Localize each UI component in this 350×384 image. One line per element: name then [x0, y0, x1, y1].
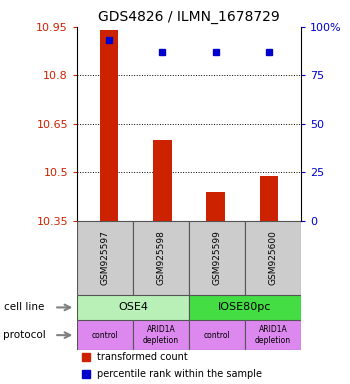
Bar: [100, 30, 118, 221]
Text: percentile rank within the sample: percentile rank within the sample: [97, 369, 262, 379]
Bar: [245, 320, 301, 350]
Bar: [133, 221, 189, 295]
Text: transformed count: transformed count: [97, 352, 188, 362]
Bar: [189, 295, 301, 320]
Text: IOSE80pc: IOSE80pc: [218, 303, 272, 313]
Text: GSM925598: GSM925598: [156, 230, 166, 285]
Bar: [77, 221, 133, 295]
Text: cell line: cell line: [4, 303, 44, 313]
Text: OSE4: OSE4: [118, 303, 148, 313]
Bar: [189, 320, 245, 350]
Bar: [153, 140, 172, 221]
Text: ARID1A
depletion: ARID1A depletion: [143, 325, 179, 345]
Bar: [189, 221, 245, 295]
Text: GSM925600: GSM925600: [268, 230, 278, 285]
Text: GSM925599: GSM925599: [212, 230, 222, 285]
Bar: [206, 192, 225, 221]
Bar: [260, 175, 278, 221]
Bar: [77, 320, 133, 350]
Text: GSM925597: GSM925597: [100, 230, 110, 285]
Bar: [133, 320, 189, 350]
Text: control: control: [204, 331, 230, 339]
Title: GDS4826 / ILMN_1678729: GDS4826 / ILMN_1678729: [98, 10, 280, 25]
Text: ARID1A
depletion: ARID1A depletion: [255, 325, 291, 345]
Bar: [77, 295, 189, 320]
Bar: [245, 221, 301, 295]
Text: control: control: [92, 331, 118, 339]
Text: protocol: protocol: [4, 330, 46, 340]
